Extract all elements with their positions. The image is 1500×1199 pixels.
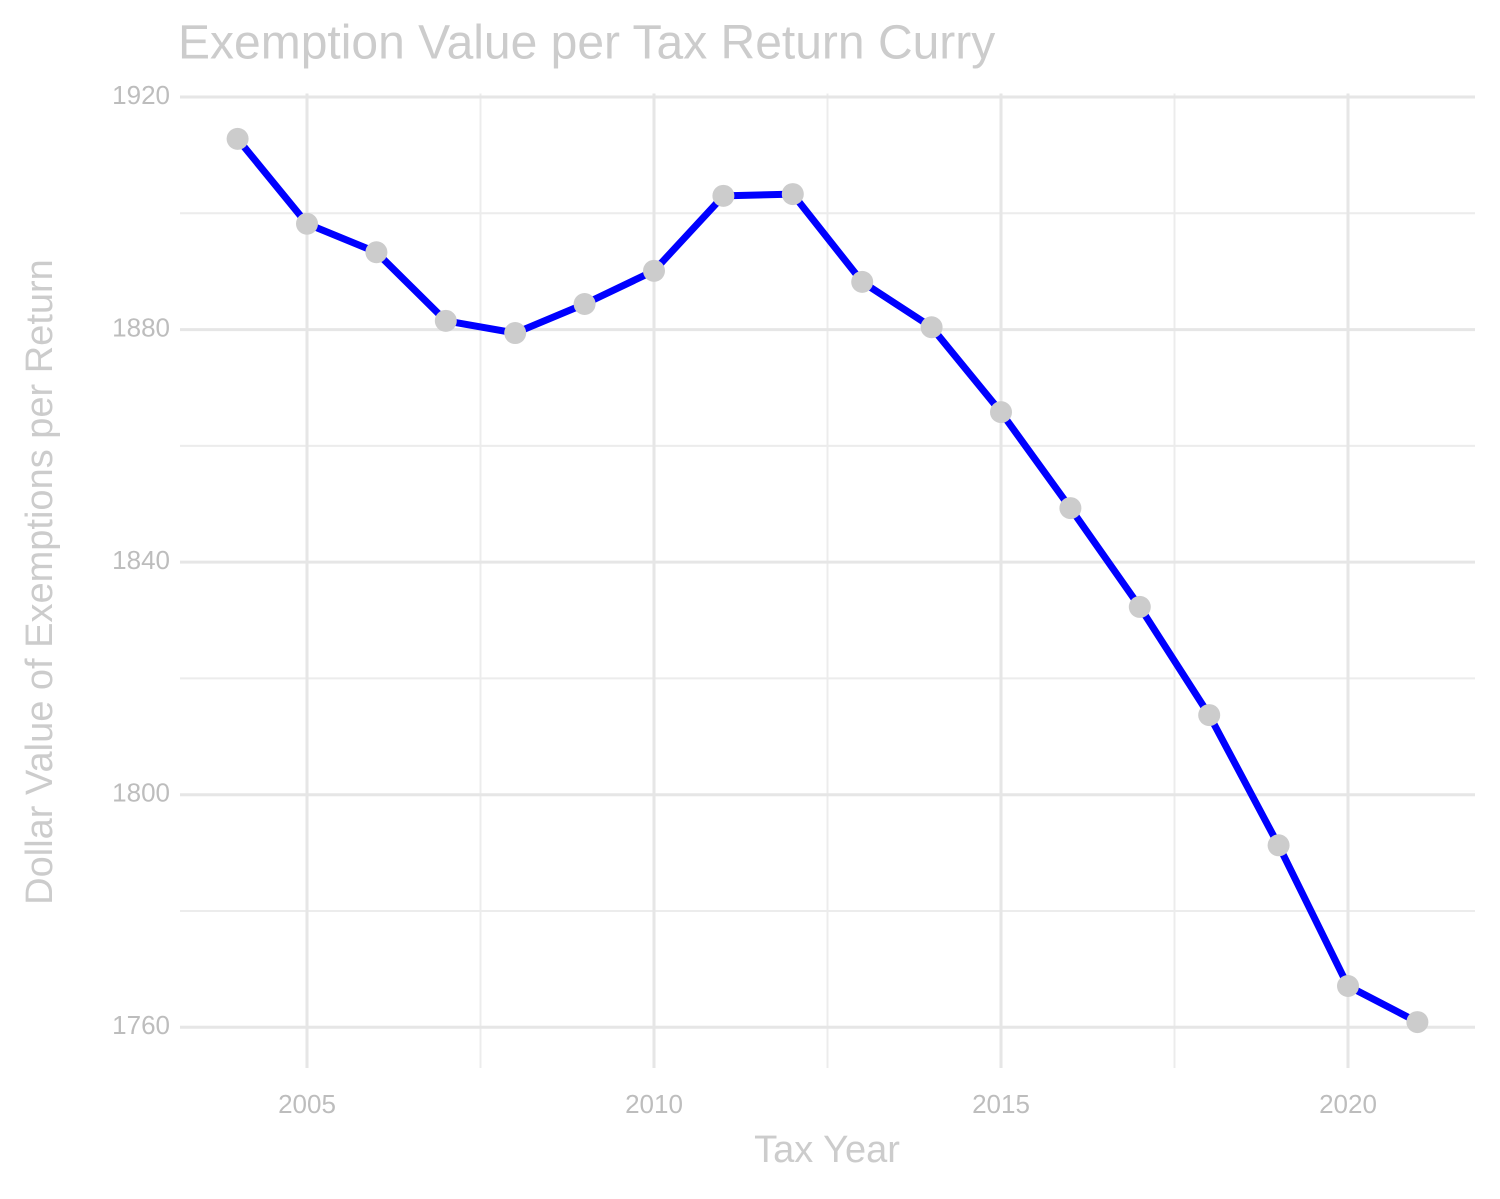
data-point — [434, 309, 457, 332]
data-point — [1198, 704, 1221, 727]
data-point — [296, 212, 319, 235]
data-point — [643, 259, 666, 282]
y-tick-label: 1800 — [112, 778, 170, 808]
data-point — [851, 270, 874, 293]
x-tick-label: 2020 — [1319, 1089, 1377, 1119]
y-tick-label: 1920 — [112, 80, 170, 110]
x-tick-label: 2015 — [972, 1089, 1030, 1119]
data-point — [1336, 975, 1359, 998]
data-point — [365, 241, 388, 264]
chart-title: Exemption Value per Tax Return Curry — [178, 17, 995, 70]
y-tick-label: 1880 — [112, 312, 170, 342]
data-point — [1406, 1011, 1429, 1034]
data-point — [920, 316, 943, 339]
data-line — [234, 136, 1420, 1026]
x-axis-title: Tax Year — [754, 1129, 900, 1171]
data-point — [226, 127, 249, 150]
data-point — [1128, 595, 1151, 618]
data-point — [712, 184, 735, 207]
x-tick-label: 2005 — [278, 1089, 336, 1119]
data-point — [989, 401, 1012, 424]
y-tick-label: 1840 — [112, 545, 170, 575]
data-point — [1059, 497, 1082, 520]
data-point — [573, 292, 596, 315]
data-point — [1267, 834, 1290, 857]
y-tick-label: 1760 — [112, 1010, 170, 1040]
x-tick-label: 2010 — [625, 1089, 683, 1119]
y-axis-title: Dollar Value of Exemptions per Return — [19, 259, 61, 905]
data-point — [504, 322, 527, 345]
data-point — [781, 183, 804, 206]
